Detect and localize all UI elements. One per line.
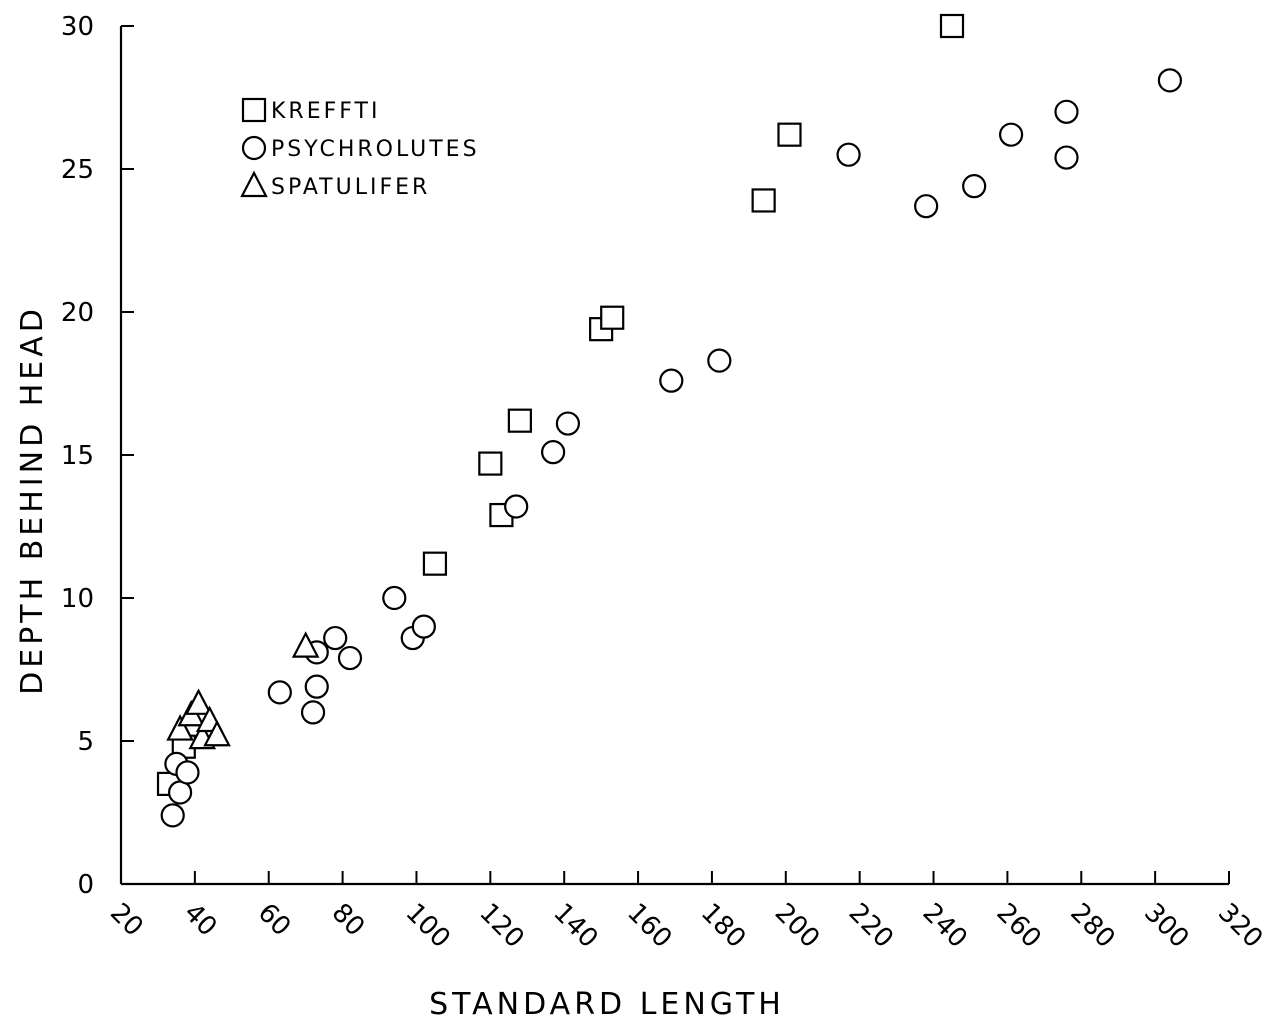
- data-point-circle: [541, 440, 566, 465]
- series-psychrolutes: [160, 68, 1183, 828]
- data-point-circle: [175, 760, 200, 785]
- legend-triangle-icon: [240, 170, 268, 198]
- data-point-circle: [836, 142, 861, 167]
- data-point-triangle: [184, 688, 213, 715]
- data-point-circle: [1054, 99, 1079, 124]
- data-point-circle: [304, 674, 329, 699]
- legend-circle-icon: [241, 135, 267, 161]
- data-point-square: [777, 122, 802, 147]
- legend-square-icon: [241, 97, 267, 123]
- data-point-circle: [382, 585, 407, 611]
- x-tick-label: 200: [769, 898, 825, 954]
- data-point-circle: [267, 680, 292, 705]
- legend-label: KREFFTI: [271, 99, 380, 124]
- x-tick-label: 60: [252, 898, 297, 943]
- legend-label: PSYCHROLUTES: [271, 137, 480, 162]
- x-tick-label: 80: [326, 898, 371, 943]
- data-point-circle: [707, 348, 732, 373]
- data-point-square: [422, 551, 448, 576]
- x-tick-label: 240: [917, 898, 973, 954]
- y-tick-label: 10: [61, 584, 94, 614]
- data-point-circle: [1157, 68, 1183, 93]
- y-axis: 0 5 10 15 20 25 30: [61, 12, 134, 900]
- y-tick-label: 25: [61, 155, 94, 185]
- x-tick-label: 300: [1138, 898, 1194, 954]
- x-tick-label: 140: [547, 898, 603, 954]
- data-point-triangle: [166, 714, 194, 741]
- data-point-circle: [160, 803, 185, 828]
- data-point-circle: [962, 174, 987, 199]
- legend-label: SPATULIFER: [271, 175, 430, 200]
- data-point-circle: [555, 411, 580, 436]
- data-point-square: [939, 13, 965, 39]
- x-tick-label: 100: [400, 898, 456, 954]
- data-point-square: [751, 188, 776, 213]
- y-tick-label: 0: [77, 870, 94, 900]
- x-tick-label: 180: [695, 898, 751, 954]
- data-point-triangle: [203, 719, 231, 747]
- x-tick-label: 160: [621, 898, 677, 954]
- series-kreffti: [156, 13, 965, 797]
- x-tick-label: 220: [843, 898, 899, 954]
- x-tick-label: 40: [178, 898, 223, 943]
- x-tick-label: 120: [473, 898, 529, 954]
- data-point-circle: [659, 368, 684, 393]
- x-tick-label: 280: [1064, 898, 1120, 954]
- data-point-circle: [167, 780, 193, 805]
- x-tick-label: 20: [104, 898, 149, 943]
- x-tick-label: 260: [990, 898, 1046, 954]
- y-tick-label: 5: [77, 727, 94, 757]
- y-axis-title: DEPTH BEHIND HEAD: [15, 305, 50, 695]
- data-point-circle: [998, 122, 1024, 147]
- x-tick-label: 320: [1212, 898, 1268, 954]
- x-axis: 20 40 60 80 100 120 140 160 180 200 220 240 260 280 30…: [104, 871, 1268, 954]
- y-tick-label: 30: [61, 12, 94, 42]
- y-tick-label: 20: [61, 298, 94, 328]
- plot-points: [156, 13, 1183, 828]
- data-point-square: [478, 451, 503, 476]
- data-point-circle: [504, 494, 529, 519]
- data-point-circle: [914, 194, 939, 219]
- data-point-circle: [411, 614, 436, 639]
- series-spatulifer: [166, 631, 320, 750]
- data-point-circle: [337, 645, 363, 671]
- data-point-triangle: [291, 631, 320, 658]
- data-point-circle: [300, 700, 326, 725]
- legend: KREFFTI PSYCHROLUTES SPATULIFER: [240, 97, 480, 200]
- x-axis-title: STANDARD LENGTH: [429, 987, 785, 1022]
- data-point-circle: [1054, 145, 1079, 170]
- data-point-circle: [323, 625, 348, 651]
- data-point-square: [600, 305, 625, 330]
- y-tick-label: 15: [61, 441, 94, 471]
- data-point-square: [507, 408, 532, 433]
